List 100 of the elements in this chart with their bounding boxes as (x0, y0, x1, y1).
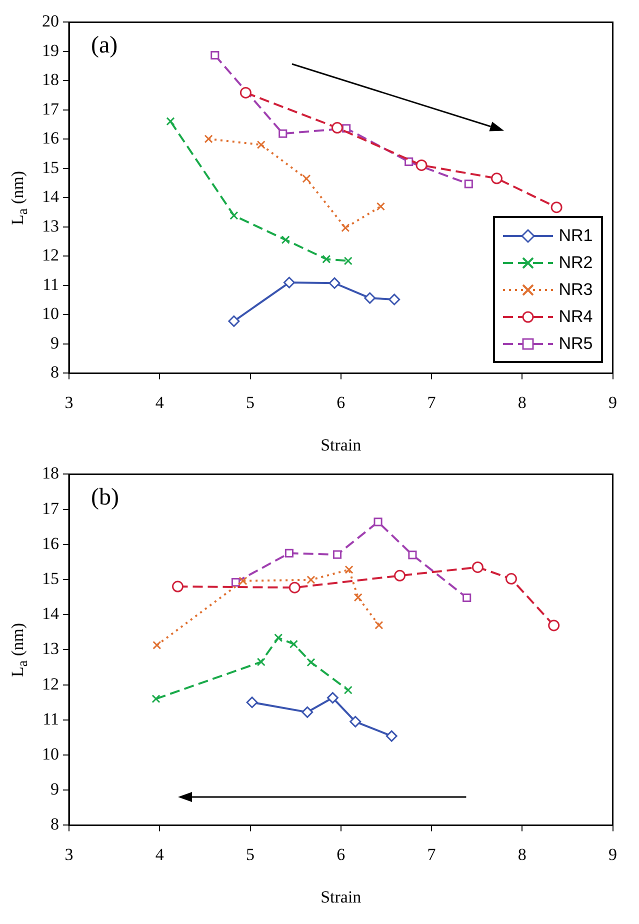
y-tick-label: 13 (42, 216, 59, 236)
legend-label: NR4 (558, 306, 593, 327)
y-tick-label: 10 (42, 304, 59, 324)
legend-label: NR3 (558, 280, 593, 300)
point (374, 518, 382, 526)
point (491, 172, 502, 184)
y-tick-label: 16 (42, 128, 59, 148)
point (289, 640, 298, 648)
point (472, 561, 484, 573)
y-tick-label: 11 (42, 274, 59, 294)
y-tick-label: 12 (42, 246, 59, 265)
point (172, 580, 184, 592)
x-tick-label: 7 (427, 392, 436, 412)
point (152, 694, 160, 704)
x-tick-label: 6 (336, 844, 346, 864)
point (464, 180, 473, 188)
point (256, 140, 266, 150)
y-tick-label: 9 (50, 333, 59, 352)
x-tick-label: 3 (64, 844, 74, 864)
point (240, 86, 252, 98)
x-tick-label: 9 (608, 392, 617, 412)
annotation: (b) (91, 484, 119, 510)
point (166, 117, 175, 126)
point (228, 315, 240, 327)
y-tick-label: 18 (42, 464, 59, 483)
point (462, 593, 472, 602)
y-tick-label: 14 (42, 187, 60, 206)
point (306, 576, 316, 584)
point (344, 565, 354, 574)
x-tick-label: 5 (246, 844, 254, 864)
point (344, 686, 352, 694)
y-tick-label: 8 (50, 814, 59, 834)
legend-label: NR2 (558, 252, 593, 273)
point (230, 211, 238, 220)
point (302, 174, 311, 183)
y-tick-label: 13 (42, 639, 59, 658)
legend-label: NR1 (558, 226, 593, 246)
point (306, 658, 316, 667)
x-tick-label: 6 (336, 392, 346, 412)
point (404, 157, 414, 166)
y-tick-label: 12 (42, 674, 59, 694)
point (288, 582, 300, 594)
point (281, 236, 290, 244)
y-tick-label: 17 (42, 99, 60, 118)
point (550, 202, 562, 214)
point (350, 716, 362, 728)
point (354, 593, 362, 602)
x-tick-label: 4 (155, 844, 164, 864)
y-tick-label: 11 (42, 709, 59, 728)
point (408, 550, 417, 560)
point (416, 159, 428, 171)
legend-label: NR5 (558, 334, 593, 354)
point (302, 706, 314, 718)
y-tick-label: 14 (42, 604, 60, 624)
point (204, 134, 213, 144)
point (284, 548, 294, 558)
x-tick-label: 7 (427, 844, 436, 864)
point (332, 122, 343, 134)
point (210, 50, 220, 60)
x-axis-title: Strain (320, 887, 362, 906)
point (386, 730, 398, 742)
point (328, 277, 340, 289)
point (246, 696, 258, 708)
y-tick-label: 10 (42, 744, 59, 764)
y-tick-label: 16 (42, 534, 59, 553)
x-axis-title: Strain (320, 435, 362, 454)
x-tick-label: 8 (518, 844, 526, 864)
y-tick-label: 15 (42, 568, 59, 588)
point (256, 658, 266, 666)
point (332, 550, 342, 559)
x-tick-label: 8 (518, 392, 526, 412)
point (152, 640, 162, 650)
point (506, 573, 517, 585)
y-tick-label: 15 (42, 158, 59, 177)
point (374, 620, 384, 630)
point (231, 578, 240, 587)
y-tick-label: 20 (42, 12, 59, 31)
y-tick-label: 17 (42, 498, 60, 518)
point (388, 294, 400, 306)
point (238, 576, 248, 586)
point (326, 692, 338, 704)
x-tick-label: 5 (246, 392, 254, 412)
x-tick-label: 3 (64, 392, 74, 412)
y-tick-label: 9 (50, 780, 59, 799)
x-tick-label: 4 (155, 392, 164, 412)
point (548, 620, 560, 632)
point (394, 570, 406, 582)
point (341, 224, 350, 232)
point (376, 202, 386, 211)
point (274, 633, 283, 642)
point (283, 276, 295, 288)
point (344, 256, 352, 266)
x-tick-label: 9 (608, 844, 617, 864)
point (364, 292, 376, 304)
y-tick-label: 19 (42, 40, 59, 60)
y-tick-label: 18 (42, 70, 59, 90)
annotation: (a) (91, 32, 118, 58)
point (322, 254, 331, 264)
y-tick-label: 8 (50, 362, 59, 382)
point (278, 129, 288, 138)
